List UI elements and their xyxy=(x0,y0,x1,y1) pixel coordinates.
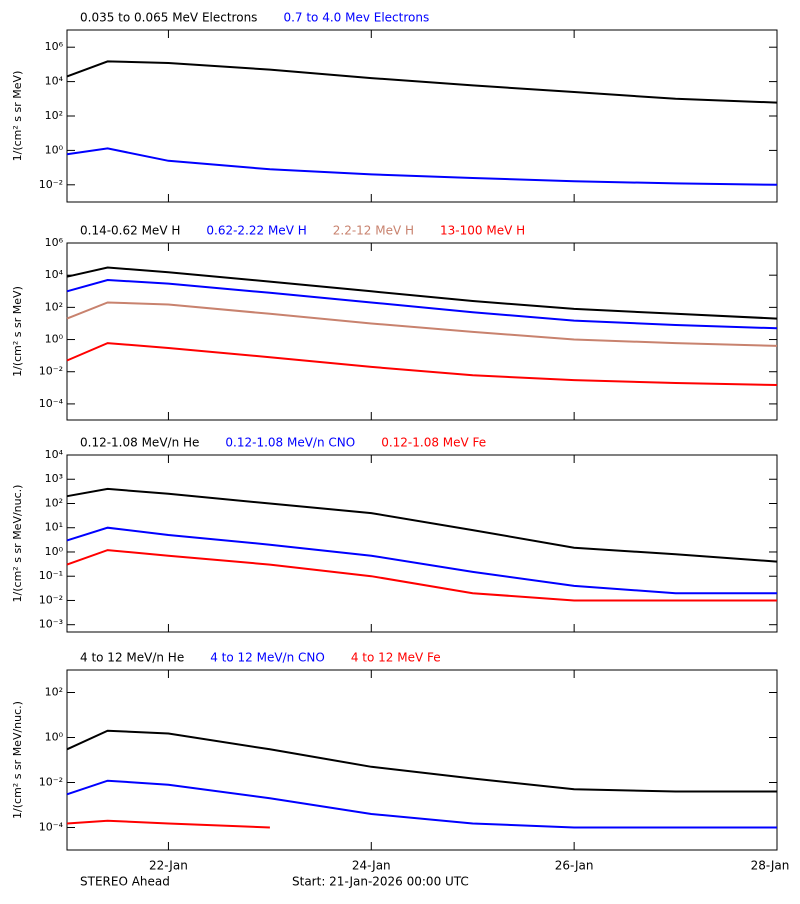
y-tick-label: 10⁴ xyxy=(45,448,64,461)
y-axis-label: 1/(cm² s sr MeV/nuc.) xyxy=(11,485,24,603)
y-tick-label: 10³ xyxy=(45,472,63,485)
x-tick-label: 28-Jan xyxy=(751,859,790,873)
series-line xyxy=(66,266,778,320)
plot-frame xyxy=(66,242,778,421)
legend-entry: 0.62-2.22 MeV H xyxy=(206,224,306,238)
legend-entry: 0.12-1.08 MeV/n CNO xyxy=(225,436,355,450)
series-line xyxy=(66,729,777,793)
legend-entry: 13-100 MeV H xyxy=(440,224,525,238)
y-tick-label: 10¹ xyxy=(45,521,63,534)
y-tick-label: 10⁻² xyxy=(39,593,63,606)
series-line xyxy=(66,147,778,186)
legend-entry: 4 to 12 MeV/n He xyxy=(80,651,184,665)
y-tick-label: 10² xyxy=(45,496,63,509)
y-axis-label: 1/(cm² s sr MeV) xyxy=(11,286,24,377)
series-line xyxy=(66,779,777,829)
y-tick-label: 10⁻³ xyxy=(39,618,63,631)
x-tick-label: 26-Jan xyxy=(555,859,594,873)
series-line xyxy=(66,342,778,386)
x-tick-label: 24-Jan xyxy=(352,859,391,873)
legend-entry: 0.7 to 4.0 Mev Electrons xyxy=(283,11,429,25)
y-tick-label: 10⁴ xyxy=(45,268,64,281)
y-tick-label: 10⁻⁴ xyxy=(39,821,64,834)
series-line xyxy=(66,526,777,595)
footer-center: Start: 21-Jan-2026 00:00 UTC xyxy=(292,875,469,889)
legend-entry: 2.2-12 MeV H xyxy=(333,224,414,238)
y-tick-label: 10⁰ xyxy=(45,545,64,558)
footer-left: STEREO Ahead xyxy=(80,875,170,889)
y-tick-label: 10⁻² xyxy=(39,178,63,191)
legend-entry: 0.035 to 0.065 MeV Electrons xyxy=(80,11,257,25)
y-tick-label: 10⁶ xyxy=(45,236,64,249)
y-axis-label: 1/(cm² s sr MeV/nuc.) xyxy=(11,701,24,819)
y-tick-label: 10⁻² xyxy=(39,365,63,378)
y-axis-label: 1/(cm² s sr MeV) xyxy=(11,71,24,162)
series-line xyxy=(66,819,270,829)
legend-entry: 0.14-0.62 MeV H xyxy=(80,224,180,238)
y-tick-label: 10² xyxy=(45,300,63,313)
legend-entry: 0.12-1.08 MeV Fe xyxy=(381,436,486,450)
legend-entry: 4 to 12 MeV Fe xyxy=(351,651,441,665)
y-tick-label: 10² xyxy=(45,109,63,122)
plot-frame xyxy=(66,669,778,851)
series-line xyxy=(66,278,778,330)
y-tick-label: 10² xyxy=(45,686,63,699)
y-tick-label: 10⁻¹ xyxy=(39,569,63,582)
y-tick-label: 10⁶ xyxy=(45,40,64,53)
y-tick-label: 10⁰ xyxy=(45,333,64,346)
y-tick-label: 10⁴ xyxy=(45,75,64,88)
series-line xyxy=(66,487,778,563)
x-tick-label: 22-Jan xyxy=(149,859,188,873)
series-line xyxy=(66,549,777,602)
y-tick-label: 10⁰ xyxy=(45,143,64,156)
y-tick-label: 10⁰ xyxy=(45,731,64,744)
y-tick-label: 10⁻² xyxy=(39,776,63,789)
y-tick-label: 10⁻⁴ xyxy=(39,397,64,410)
series-line xyxy=(66,301,778,347)
plot-frame xyxy=(66,454,778,633)
legend-entry: 0.12-1.08 MeV/n He xyxy=(80,436,199,450)
series-line xyxy=(66,60,778,104)
legend-entry: 4 to 12 MeV/n CNO xyxy=(210,651,325,665)
